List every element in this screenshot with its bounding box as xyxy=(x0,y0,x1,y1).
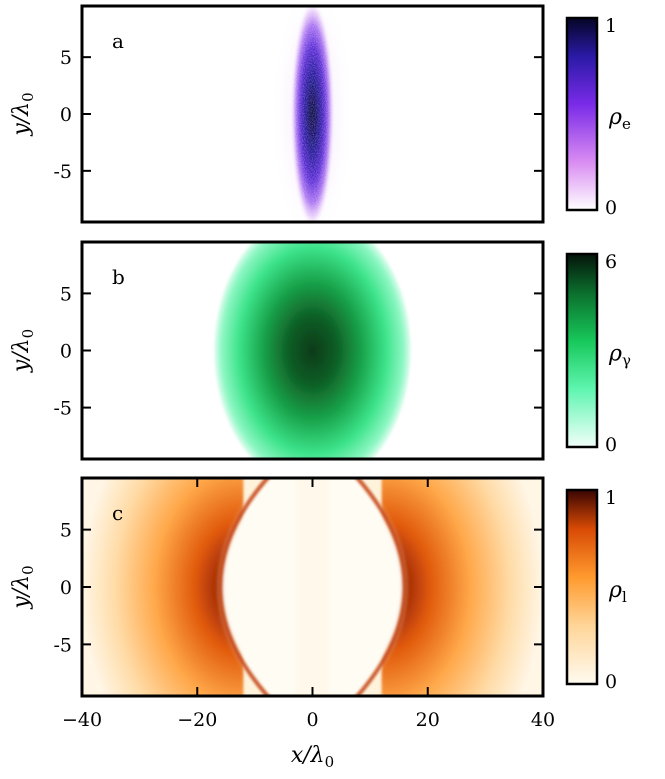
y-tick-label: -5 xyxy=(53,161,72,183)
panel-c: 5 0 -5 −40 −20 0 20 40 c y/λ0 x/λ0 1 0 ρl xyxy=(9,476,627,771)
y-axis-label-b: y/λ0 xyxy=(9,329,37,373)
y-ticks-a: 5 0 -5 xyxy=(53,47,543,183)
panel-label-c: c xyxy=(112,501,123,525)
y-tick-label: 5 xyxy=(60,283,72,305)
y-tick-label: 5 xyxy=(60,47,72,69)
y-axis-label-c: y/λ0 xyxy=(9,565,37,609)
y-tick-label: 5 xyxy=(60,520,72,542)
y-ticks-c: 5 0 -5 xyxy=(53,520,543,656)
y-axis-label-a: y/λ0 xyxy=(9,92,37,136)
heatmap-photon-density xyxy=(82,242,543,459)
colorbar-label-c: ρl xyxy=(608,578,627,606)
x-tick-label: −20 xyxy=(177,709,217,731)
y-tick-label: 0 xyxy=(60,104,72,126)
colorbar-label-a: ρe xyxy=(608,105,631,133)
panel-label-a: a xyxy=(112,29,124,53)
panel-a: 5 0 -5 a y/λ0 1 0 ρe xyxy=(9,4,631,224)
colorbar-max-b: 6 xyxy=(605,251,617,273)
panel-label-b: b xyxy=(112,265,125,289)
x-tick-label: −40 xyxy=(62,709,102,731)
y-tick-label: 0 xyxy=(60,577,72,599)
x-tick-label: 20 xyxy=(416,709,440,731)
colorbar-label-b: ργ xyxy=(608,342,631,370)
colorbar-max-c: 1 xyxy=(605,487,617,509)
y-tick-label: -5 xyxy=(53,634,72,656)
x-ticks-c: −40 −20 0 20 40 xyxy=(62,478,555,731)
heatmap-laser-intensity xyxy=(82,478,543,696)
x-tick-label: 40 xyxy=(531,709,555,731)
colorbar-min-a: 0 xyxy=(605,197,617,219)
colorbar-min-b: 0 xyxy=(605,434,617,456)
colorbar-a xyxy=(565,16,599,212)
y-tick-label: -5 xyxy=(53,398,72,420)
y-tick-label: 0 xyxy=(60,341,72,363)
colorbar-min-c: 0 xyxy=(605,671,617,693)
colorbar-b xyxy=(565,252,599,449)
colorbar-c xyxy=(565,488,599,686)
x-tick-label: 0 xyxy=(306,709,318,731)
panel-b: 5 0 -5 b y/λ0 6 0 ργ xyxy=(9,240,631,461)
colorbar-max-a: 1 xyxy=(605,15,617,37)
x-axis-label: x/λ0 xyxy=(291,743,334,771)
y-ticks-b: 5 0 -5 xyxy=(53,283,543,420)
heatmap-electron-density xyxy=(82,6,543,222)
